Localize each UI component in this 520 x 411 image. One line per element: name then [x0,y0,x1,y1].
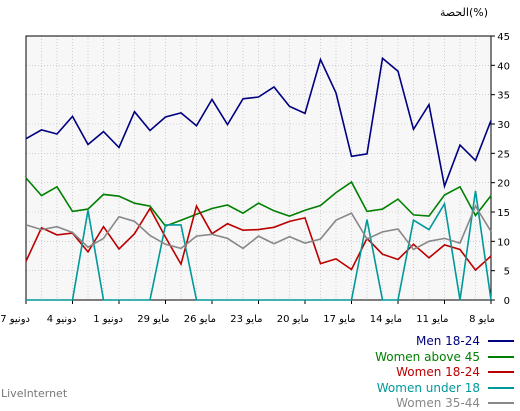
footer-brand: LiveInternet [1,387,68,400]
y-tick-label: 25 [497,149,510,160]
x-tick-label: 26 مايو [184,314,216,325]
x-tick-label: 1 دونيو [93,314,123,325]
legend-swatch [488,402,514,404]
series-line-1 [25,177,492,228]
y-tick-label: 15 [497,208,510,219]
x-tick-label: 11 مايو [416,314,448,325]
x-tick-label: 4 دونيو [47,314,77,325]
series-line-0 [25,56,492,190]
legend-item: Women above 45 [375,349,520,365]
legend-item: Women 35-44 [396,395,520,411]
series-line-2 [25,203,492,272]
y-tick-label: 30 [497,120,510,131]
series-line-4 [25,204,492,251]
series-line-3 [26,190,492,301]
x-tick-label: 23 مايو [230,314,262,325]
x-tick-label: 8 مايو [469,314,495,325]
x-tick-label: 7 دونيو [0,314,30,325]
legend-swatch [488,355,514,358]
y-tick-label: 40 [497,61,510,72]
legend-label: Men 18-24 [415,334,480,348]
legend-item: Women 18-24 [396,364,520,380]
legend-label: Women 35-44 [396,396,480,410]
legend-item: Men 18-24 [416,333,520,349]
x-tick-label: 29 مايو [137,314,169,325]
y-tick-label: 0 [504,296,510,307]
legend-item: Women under 18 [377,380,520,396]
legend-label: Women under 18 [376,380,480,395]
x-tick-label: 14 مايو [370,314,402,325]
legend-label: Women above 45 [375,349,480,364]
y-tick-label: 20 [497,179,510,190]
x-tick-label: 17 مايو [323,314,355,325]
legend-swatch [488,386,514,389]
y-tick-label: 10 [497,237,510,248]
legend-label: Women 18-24 [396,365,480,379]
legend-swatch [488,340,514,342]
y-tick-label: 45 [497,32,510,43]
legend-swatch [488,371,514,373]
y-axis-label: الحصة(%) [440,6,488,19]
y-tick-label: 5 [504,267,510,278]
x-tick-label: 20 مايو [277,314,309,325]
y-tick-label: 35 [497,91,510,102]
